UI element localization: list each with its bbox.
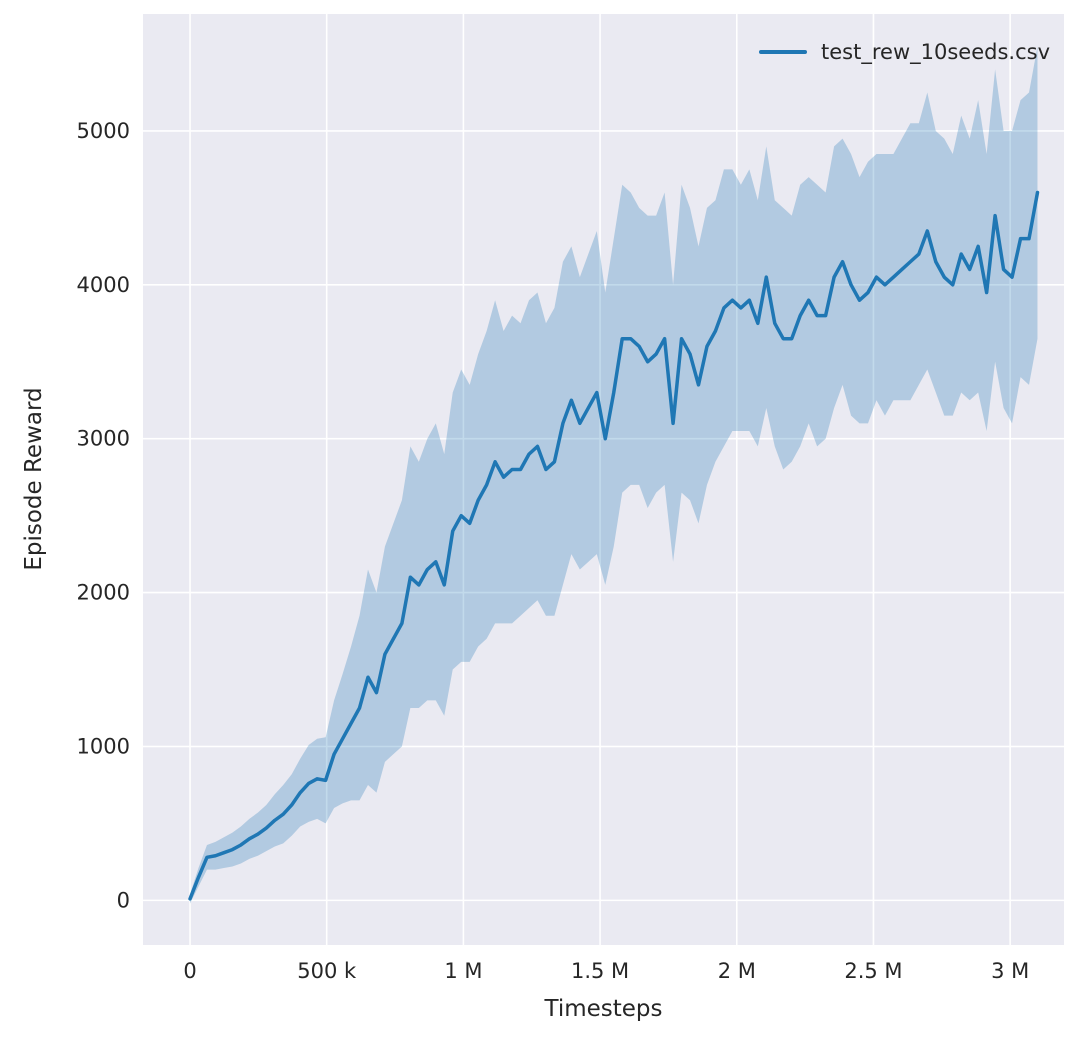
y-tick-label: 2000 [77, 581, 130, 605]
x-tick-label: 3 M [991, 959, 1029, 983]
legend: test_rew_10seeds.csv [759, 40, 1050, 64]
y-axis-label: Episode Reward [21, 387, 47, 571]
x-tick-label: 2.5 M [844, 959, 902, 983]
y-tick-label: 3000 [77, 427, 130, 451]
y-tick-label: 1000 [77, 734, 130, 758]
x-axis-label: Timesteps [544, 996, 663, 1022]
plot-background [143, 14, 1064, 945]
legend-line-icon [759, 50, 808, 54]
legend-label: test_rew_10seeds.csv [821, 40, 1050, 64]
x-tick-label: 1 M [444, 959, 482, 983]
x-tick-labels: 0 500 k 1 M 1.5 M 2 M 2.5 M 3 M [183, 959, 1029, 983]
y-tick-label: 4000 [77, 273, 130, 297]
y-tick-label: 5000 [77, 119, 130, 143]
y-tick-labels: 0 1000 2000 3000 4000 5000 [77, 119, 130, 912]
x-tick-label: 2 M [718, 959, 756, 983]
x-tick-label: 1.5 M [571, 959, 629, 983]
mean-reward-line [188, 190, 1040, 901]
confidence-band [190, 46, 1038, 904]
y-tick-label: 0 [117, 888, 130, 912]
x-tick-label: 500 k [297, 959, 357, 983]
x-tick-label: 0 [183, 959, 196, 983]
